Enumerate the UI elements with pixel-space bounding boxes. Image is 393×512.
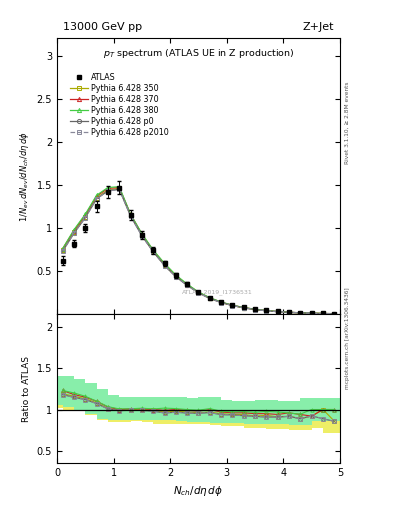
Y-axis label: $1/N_{ev}\,dN_{ev}/dN_{ch}/d\eta\,d\phi$: $1/N_{ev}\,dN_{ev}/dN_{ch}/d\eta\,d\phi$ (18, 131, 31, 222)
Text: mcplots.cern.ch [arXiv:1306.3436]: mcplots.cern.ch [arXiv:1306.3436] (345, 287, 350, 389)
Text: 13000 GeV pp: 13000 GeV pp (62, 22, 142, 32)
Text: Z+Jet: Z+Jet (303, 22, 334, 32)
Text: Rivet 3.1.10, ≥ 2.8M events: Rivet 3.1.10, ≥ 2.8M events (345, 81, 350, 164)
Legend: ATLAS, Pythia 6.428 350, Pythia 6.428 370, Pythia 6.428 380, Pythia 6.428 p0, Py: ATLAS, Pythia 6.428 350, Pythia 6.428 37… (67, 70, 172, 140)
Text: ATLAS_2019_I1736531: ATLAS_2019_I1736531 (182, 289, 252, 295)
Y-axis label: Ratio to ATLAS: Ratio to ATLAS (22, 356, 31, 422)
Text: $p_T$ spectrum (ATLAS UE in Z production): $p_T$ spectrum (ATLAS UE in Z production… (103, 47, 294, 60)
X-axis label: $N_{ch}/d\eta\,d\phi$: $N_{ch}/d\eta\,d\phi$ (173, 484, 224, 498)
